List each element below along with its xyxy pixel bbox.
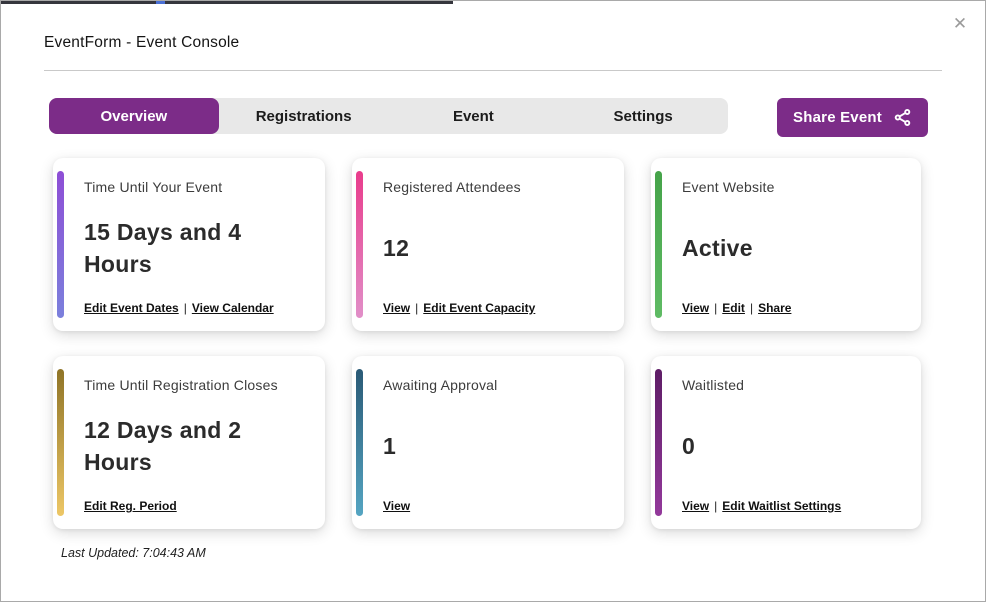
view-waitlist-link[interactable]: View: [682, 499, 710, 513]
card-accent-bar: [655, 369, 662, 516]
edit-website-link[interactable]: Edit: [722, 301, 745, 315]
link-separator: |: [714, 301, 718, 315]
header-divider: [44, 70, 942, 71]
edit-event-dates-link[interactable]: Edit Event Dates: [84, 301, 179, 315]
link-separator: |: [415, 301, 419, 315]
card-links: View | Edit Event Capacity: [383, 301, 608, 315]
view-awaiting-approval-link[interactable]: View: [383, 499, 411, 513]
view-calendar-link[interactable]: View Calendar: [191, 301, 274, 315]
share-event-button-label: Share Event: [793, 109, 882, 126]
card-accent-bar: [356, 171, 363, 318]
card-value: 12: [383, 234, 410, 261]
link-separator: |: [749, 301, 754, 315]
tab-registrations[interactable]: Registrations: [255, 107, 352, 125]
card-time-until-registration-closes: Time Until Registration Closes 12 Days a…: [53, 356, 325, 529]
tab-settings[interactable]: Settings: [613, 107, 673, 125]
card-links: View | Edit | Share: [682, 301, 905, 315]
card-links: View: [383, 499, 608, 513]
card-value: 12 Days and 2 Hours: [84, 416, 242, 475]
card-value: 0: [682, 432, 696, 459]
card-accent-bar: [655, 171, 662, 318]
last-updated-text: Last Updated: 7:04:43 AM: [61, 546, 206, 560]
edit-waitlist-settings-link[interactable]: Edit Waitlist Settings: [722, 499, 842, 513]
card-event-website: Event Website Active View | Edit | Share: [651, 158, 921, 331]
card-title: Registered Attendees: [383, 179, 521, 195]
share-nodes-icon: [894, 108, 911, 127]
background-page-remnant: [1, 1, 453, 4]
card-title: Time Until Your Event: [84, 179, 223, 195]
card-links: View | Edit Waitlist Settings: [682, 499, 905, 513]
card-title: Waitlisted: [682, 377, 745, 393]
background-page-remnant-accent: [156, 1, 165, 4]
view-website-link[interactable]: View: [682, 301, 710, 315]
card-value: 1: [383, 432, 397, 459]
stat-cards-grid: Time Until Your Event 15 Days and 4 Hour…: [53, 158, 921, 529]
card-links: Edit Event Dates | View Calendar: [84, 301, 309, 315]
card-waitlisted: Waitlisted 0 View | Edit Waitlist Settings: [651, 356, 921, 529]
dialog-title: EventForm - Event Console: [44, 34, 240, 51]
edit-event-capacity-link[interactable]: Edit Event Capacity: [423, 301, 536, 315]
card-links: Edit Reg. Period: [84, 499, 309, 513]
tab-bar: Overview Registrations Event Settings: [49, 98, 728, 134]
edit-reg-period-link[interactable]: Edit Reg. Period: [84, 499, 177, 513]
card-title: Time Until Registration Closes: [84, 377, 278, 393]
close-icon[interactable]: ✕: [952, 14, 968, 33]
card-time-until-event: Time Until Your Event 15 Days and 4 Hour…: [53, 158, 325, 331]
view-attendees-link[interactable]: View: [383, 301, 411, 315]
tab-overview[interactable]: Overview: [49, 98, 219, 134]
card-accent-bar: [57, 171, 64, 318]
share-event-button[interactable]: Share Event: [777, 98, 928, 137]
link-separator: |: [183, 301, 187, 315]
card-value: 15 Days and 4 Hours: [84, 218, 242, 277]
card-title: Awaiting Approval: [383, 377, 498, 393]
card-accent-bar: [356, 369, 363, 516]
card-awaiting-approval: Awaiting Approval 1 View: [352, 356, 624, 529]
card-title: Event Website: [682, 179, 775, 195]
link-separator: |: [714, 499, 718, 513]
card-accent-bar: [57, 369, 64, 516]
card-value: Active: [682, 234, 753, 261]
tab-event[interactable]: Event: [452, 107, 494, 125]
card-registered-attendees: Registered Attendees 12 View | Edit Event …: [352, 158, 624, 331]
share-website-link[interactable]: Share: [758, 301, 792, 315]
